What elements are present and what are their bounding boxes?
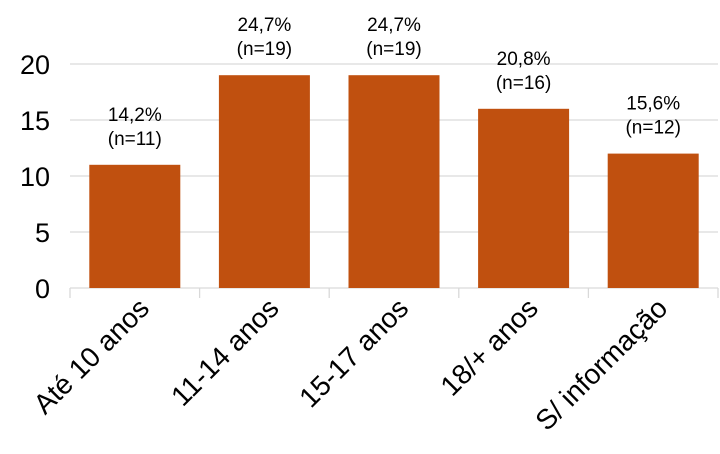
data-label-percent: 24,7% [237,15,291,36]
bars [89,75,699,288]
bar [348,75,440,288]
data-label-count: (n=19) [366,39,421,60]
bar [607,153,699,288]
data-labels: 14,2% (n=11) 24,7% (n=19) 24,7% (n=19) 20,8% (n… [108,15,681,150]
bar [478,108,570,288]
y-tick-label: 0 [35,274,50,304]
data-label-percent: 14,2% [108,105,162,126]
y-tick-label: 15 [20,106,50,136]
data-label-percent: 20,8% [497,49,551,70]
data-label-count: (n=16) [496,73,551,94]
data-label-count: (n=12) [625,118,680,139]
x-tick-label: 11-14 anos [165,292,285,412]
bar [218,75,310,288]
y-tick-label: 10 [20,162,50,192]
y-axis-ticks: 0 5 10 15 20 [20,50,50,304]
x-tick-label: Até 10 anos [27,292,155,420]
data-label-count: (n=19) [237,39,292,60]
data-label-count: (n=11) [108,129,162,150]
data-label-percent: 15,6% [626,94,680,115]
x-tick-label: S/ informação [529,292,673,436]
y-tick-label: 5 [35,218,50,248]
x-axis-ticks: Até 10 anos 11-14 anos 15-17 anos 18/+ anos… [27,292,673,436]
x-tick-label: 15-17 anos [293,292,414,413]
y-tick-label: 20 [20,50,50,80]
x-tick-label: 18/+ anos [434,292,543,401]
bar [89,164,181,288]
data-label-percent: 24,7% [367,15,421,36]
